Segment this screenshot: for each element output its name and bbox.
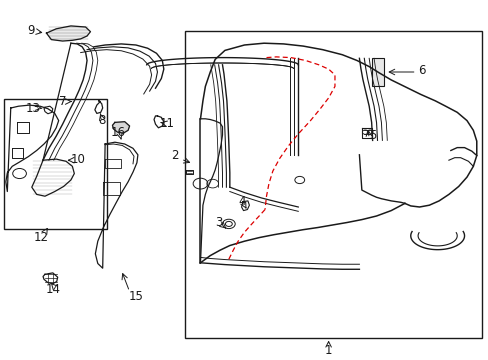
Text: 4: 4 [238, 195, 245, 208]
Text: 8: 8 [98, 114, 105, 127]
Text: 7: 7 [59, 95, 66, 108]
Text: 6: 6 [417, 64, 425, 77]
Text: 14: 14 [45, 283, 60, 296]
Bar [371, 58, 383, 86]
Polygon shape [112, 122, 129, 133]
Text: 12: 12 [34, 231, 49, 244]
Bar [4, 99, 106, 229]
Text: 15: 15 [128, 291, 143, 303]
Text: 13: 13 [26, 102, 41, 114]
Text: 2: 2 [171, 149, 179, 162]
Text: 16: 16 [111, 126, 125, 139]
Text: 1: 1 [324, 345, 332, 357]
Text: 3: 3 [215, 216, 223, 229]
Bar [184, 31, 481, 338]
Text: 10: 10 [71, 153, 85, 166]
Polygon shape [46, 26, 90, 41]
Text: 5: 5 [368, 129, 376, 142]
Text: 9: 9 [27, 24, 35, 37]
Text: 11: 11 [160, 117, 174, 130]
